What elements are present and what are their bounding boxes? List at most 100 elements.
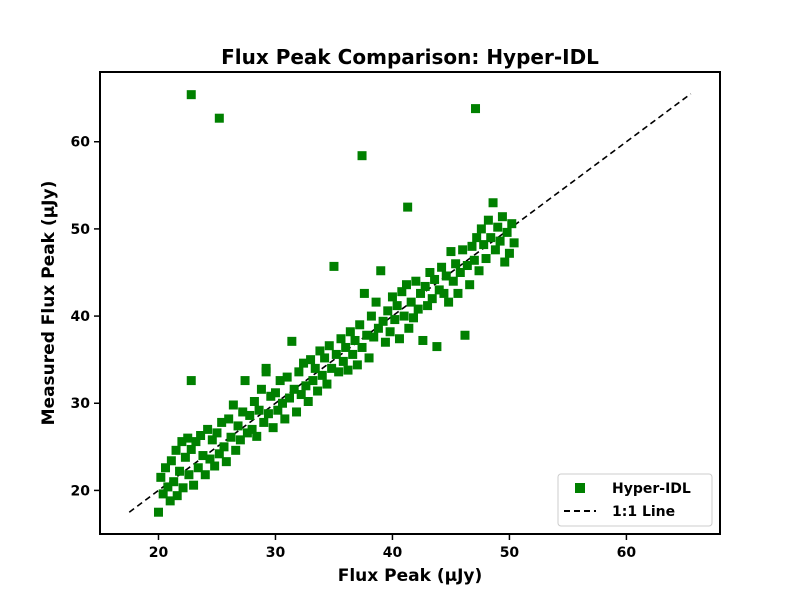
data-point-130 [453, 288, 463, 298]
data-point-79 [334, 367, 344, 377]
data-point-131 [455, 267, 465, 277]
y-tick-label-40: 40 [71, 309, 91, 325]
data-point-6 [166, 456, 176, 466]
data-point-31 [221, 457, 231, 467]
data-point-78 [331, 349, 341, 359]
data-point-150 [500, 257, 510, 267]
data-point-56 [280, 414, 290, 424]
data-point-25 [207, 435, 217, 445]
data-point-27 [212, 428, 222, 438]
data-point-3 [161, 463, 171, 473]
data-point-50 [266, 391, 276, 401]
data-point-20 [196, 431, 206, 440]
data-point-88 [355, 320, 365, 330]
data-point-158 [357, 151, 367, 161]
data-point-38 [238, 407, 248, 417]
data-point-91 [362, 330, 372, 340]
data-point-117 [423, 301, 433, 311]
data-point-68 [308, 376, 318, 386]
data-point-13 [180, 452, 190, 462]
x-tick-label-30: 30 [266, 545, 286, 561]
data-point-152 [504, 248, 514, 258]
data-point-96 [373, 323, 383, 333]
data-point-49 [263, 409, 273, 419]
data-point-18 [191, 437, 201, 447]
data-point-60 [289, 384, 299, 394]
data-point-132 [458, 245, 468, 255]
data-point-142 [481, 254, 491, 264]
data-point-51 [268, 423, 278, 433]
data-point-100 [383, 306, 393, 316]
legend-marker-hyper-idl [575, 483, 585, 493]
data-point-90 [359, 288, 369, 298]
data-point-101 [385, 327, 395, 337]
data-point-61 [292, 407, 302, 417]
data-point-86 [350, 335, 360, 345]
x-axis: 20 30 40 50 60 [149, 534, 637, 561]
x-tick-label-40: 40 [383, 545, 403, 561]
data-point-146 [490, 245, 500, 255]
data-point-144 [486, 233, 496, 243]
data-point-94 [369, 332, 379, 342]
data-point-114 [416, 288, 426, 298]
data-point-17 [189, 480, 199, 490]
x-tick-label-50: 50 [500, 545, 520, 561]
data-point-113 [413, 304, 423, 314]
data-point-105 [394, 334, 404, 344]
data-point-81 [338, 356, 348, 366]
data-point-115 [418, 335, 428, 345]
data-point-55 [277, 398, 287, 408]
y-axis-label: Measured Flux Peak (μJy) [39, 181, 59, 426]
data-point-70 [313, 386, 323, 396]
data-point-149 [497, 212, 507, 222]
data-point-64 [299, 358, 309, 368]
data-point-76 [327, 363, 337, 373]
data-point-14 [183, 433, 193, 443]
data-point-11 [177, 437, 187, 447]
data-point-57 [282, 372, 292, 382]
data-point-143 [483, 215, 493, 225]
data-point-74 [322, 379, 332, 389]
legend-label-1-1-line: 1:1 Line [612, 504, 675, 520]
data-point-8 [171, 445, 181, 455]
data-point-155 [186, 90, 196, 100]
data-point-106 [397, 287, 407, 297]
data-point-16 [186, 444, 196, 454]
data-point-85 [348, 349, 358, 359]
data-point-83 [343, 365, 353, 375]
data-point-2 [158, 489, 168, 499]
data-point-47 [259, 417, 269, 427]
data-point-12 [178, 483, 188, 493]
legend: Hyper-IDL 1:1 Line [557, 473, 713, 527]
data-point-157 [471, 104, 481, 114]
data-point-118 [425, 267, 435, 277]
data-point-160 [186, 376, 196, 386]
y-tick-label-20: 20 [71, 483, 91, 499]
data-point-53 [273, 405, 283, 415]
data-point-28 [214, 449, 224, 459]
data-point-87 [352, 360, 362, 370]
data-point-82 [341, 342, 351, 352]
data-point-80 [336, 334, 346, 344]
data-point-122 [434, 285, 444, 295]
data-point-95 [371, 297, 381, 307]
data-point-147 [493, 222, 503, 232]
data-point-69 [310, 363, 320, 373]
data-point-151 [502, 227, 512, 237]
data-point-126 [444, 297, 454, 307]
data-point-7 [169, 477, 179, 487]
data-point-46 [256, 384, 266, 394]
data-point-140 [476, 224, 486, 234]
data-point-109 [404, 323, 414, 333]
data-point-84 [345, 327, 355, 337]
data-point-108 [401, 280, 411, 290]
data-point-21 [198, 451, 208, 461]
data-point-136 [467, 241, 477, 251]
x-axis-label: Flux Peak (μJy) [338, 566, 483, 586]
x-tick-label-60: 60 [617, 545, 637, 561]
data-point-123 [437, 262, 447, 272]
data-point-161 [261, 363, 271, 373]
data-point-135 [465, 280, 475, 290]
data-point-4 [163, 482, 173, 492]
data-point-39 [240, 376, 250, 386]
